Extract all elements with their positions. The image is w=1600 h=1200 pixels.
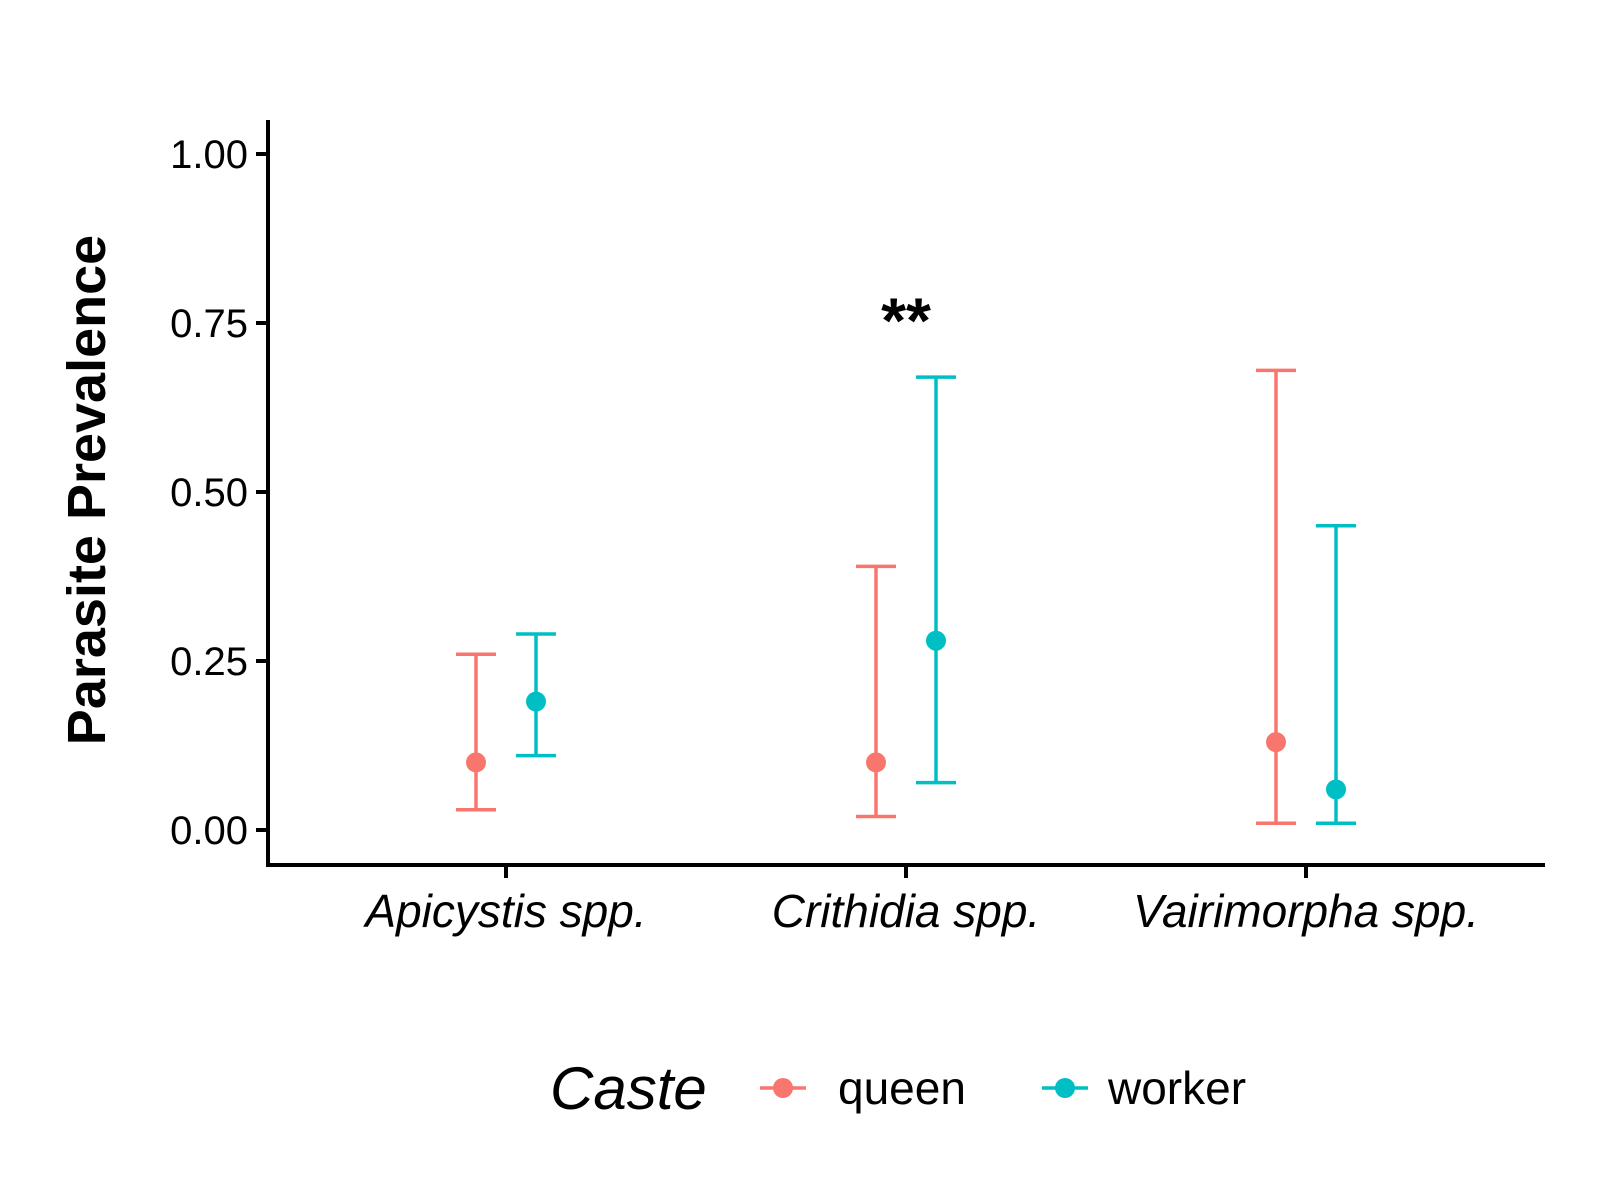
y-tick-label: 1.00 <box>170 133 248 177</box>
legend: Caste queen worker <box>550 1055 1246 1122</box>
legend-key-point <box>773 1078 793 1098</box>
legend-label-worker: worker <box>1107 1062 1246 1114</box>
data-point-queen <box>866 752 886 773</box>
y-tick-label: 0.25 <box>170 640 248 684</box>
data-point-queen <box>1266 732 1286 753</box>
y-axis: 0.00 0.25 0.50 0.75 1.00 <box>170 120 270 865</box>
x-tick-label: Crithidia spp. <box>772 885 1040 937</box>
data-point-queen <box>466 752 486 773</box>
data-point-worker <box>1326 779 1346 800</box>
y-tick-label: 0.75 <box>170 302 248 346</box>
x-tick-label: Apicystis spp. <box>362 885 646 937</box>
x-tick-label: Vairimorpha spp. <box>1133 885 1479 937</box>
data-point-worker <box>526 691 546 712</box>
y-tick-label: 0.00 <box>170 809 248 853</box>
significance-marker: ** <box>881 285 931 357</box>
x-axis: Apicystis spp. Crithidia spp. Vairimorpha … <box>266 863 1545 937</box>
y-axis-title: Parasite Prevalence <box>57 235 117 745</box>
data-point-worker <box>926 630 946 651</box>
y-tick-label: 0.50 <box>170 471 248 515</box>
annotations: ** <box>881 285 931 357</box>
plot-marks <box>456 368 1356 825</box>
legend-key-point <box>1055 1078 1075 1098</box>
legend-label-queen: queen <box>838 1062 966 1114</box>
legend-title: Caste <box>550 1055 707 1122</box>
